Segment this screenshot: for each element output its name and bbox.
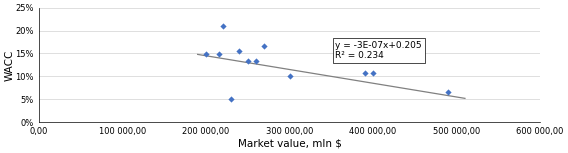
Point: [227, 98, 236, 101]
Point: [444, 91, 453, 94]
Point: [285, 75, 294, 78]
Point: [252, 60, 261, 62]
Point: [218, 25, 227, 27]
Point: [260, 45, 269, 47]
Point: [360, 71, 369, 74]
Point: [214, 53, 223, 56]
Point: [243, 60, 252, 62]
X-axis label: Market value, mln $: Market value, mln $: [237, 139, 341, 149]
Y-axis label: WACC: WACC: [4, 49, 14, 81]
Point: [369, 71, 378, 74]
Point: [202, 53, 211, 56]
Text: y = -3E-07x+0.205
R² = 0.234: y = -3E-07x+0.205 R² = 0.234: [336, 41, 422, 60]
Point: [235, 50, 244, 52]
